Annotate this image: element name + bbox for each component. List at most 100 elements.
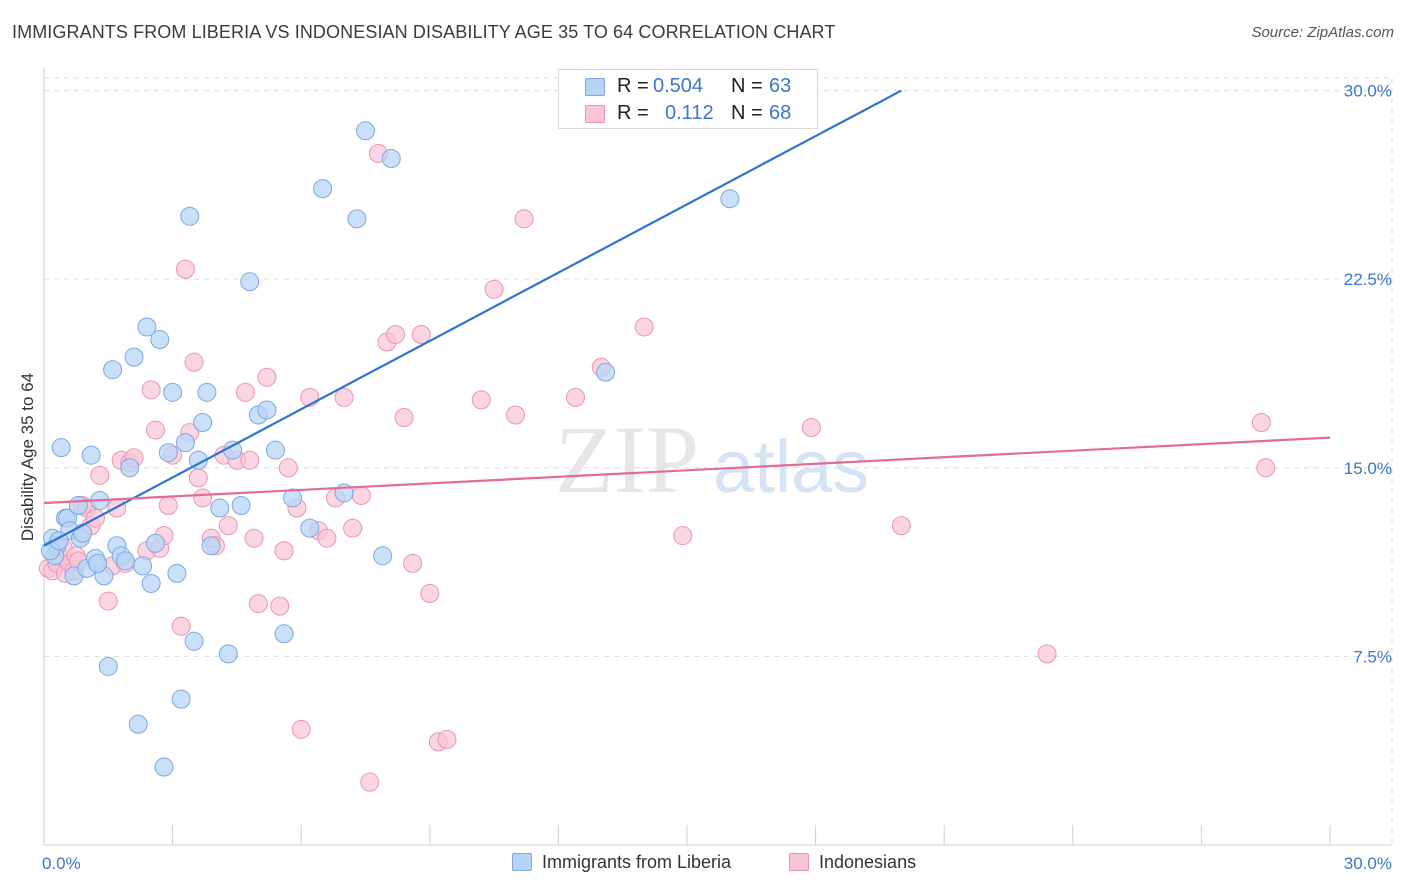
data-point-liberia bbox=[240, 272, 260, 292]
data-point-indonesian bbox=[141, 380, 161, 400]
bottom-legend-label-liberia: Immigrants from Liberia bbox=[542, 852, 732, 872]
legend-r-value: 0.504 bbox=[653, 75, 704, 97]
data-point-indonesian bbox=[188, 468, 208, 488]
data-point-indonesian bbox=[1256, 458, 1276, 478]
data-point-liberia bbox=[137, 317, 157, 337]
y-tick-label: 7.5% bbox=[1353, 647, 1392, 666]
data-point-liberia bbox=[171, 689, 191, 709]
legend-r-value: 0.112 bbox=[665, 102, 714, 124]
legend-swatch-indonesians bbox=[585, 105, 605, 123]
data-point-indonesian bbox=[278, 458, 298, 478]
data-point-indonesian bbox=[158, 496, 178, 516]
legend: R = 0.504 N = 63 R = 0.112 N = 68 bbox=[558, 69, 818, 129]
data-point-liberia bbox=[265, 440, 285, 460]
bottom-legend-swatch-indonesians bbox=[789, 853, 809, 871]
data-point-liberia bbox=[167, 563, 187, 583]
data-point-indonesian bbox=[514, 209, 534, 229]
data-point-liberia bbox=[150, 330, 170, 350]
data-point-liberia bbox=[175, 433, 195, 453]
x-tick-label: 0.0% bbox=[42, 854, 81, 873]
data-point-liberia bbox=[154, 757, 174, 777]
data-point-liberia bbox=[356, 121, 375, 141]
data-point-indonesian bbox=[334, 387, 354, 407]
data-point-indonesian bbox=[420, 584, 440, 604]
watermark: ZIP atlas bbox=[555, 406, 869, 513]
y-tick-label: 22.5% bbox=[1344, 270, 1392, 289]
legend-n-value: 63 bbox=[769, 75, 792, 97]
data-point-indonesian bbox=[403, 553, 423, 573]
y-axis-label: Disability Age 35 to 64 bbox=[18, 372, 37, 542]
data-point-liberia bbox=[73, 523, 93, 543]
data-point-indonesian bbox=[274, 541, 294, 561]
data-point-liberia bbox=[300, 518, 320, 538]
legend-n-label: N = bbox=[731, 102, 763, 124]
data-point-liberia bbox=[51, 438, 71, 458]
data-point-liberia bbox=[158, 443, 178, 463]
data-point-liberia bbox=[120, 458, 140, 478]
data-point-liberia bbox=[313, 179, 333, 199]
data-point-liberia bbox=[274, 624, 294, 644]
chart-source: Source: ZipAtlas.com bbox=[1251, 24, 1394, 41]
data-point-indonesian bbox=[248, 594, 268, 614]
data-point-indonesian bbox=[171, 616, 191, 636]
data-point-indonesian bbox=[343, 518, 363, 538]
data-point-indonesian bbox=[351, 485, 371, 505]
data-point-indonesian bbox=[471, 390, 491, 410]
data-point-indonesian bbox=[145, 420, 165, 440]
data-point-indonesian bbox=[317, 528, 337, 548]
data-point-liberia bbox=[720, 189, 740, 209]
x-tick-label: 30.0% bbox=[1344, 854, 1392, 873]
trend-line-indonesians bbox=[43, 436, 1331, 505]
data-point-indonesian bbox=[394, 407, 414, 427]
data-point-liberia bbox=[210, 498, 230, 518]
data-point-indonesian bbox=[98, 591, 118, 611]
axes bbox=[43, 68, 1392, 846]
gridlines bbox=[44, 77, 1393, 845]
data-point-liberia bbox=[201, 536, 221, 556]
data-point-indonesian bbox=[235, 382, 255, 402]
data-point-indonesian bbox=[1251, 413, 1271, 433]
data-point-indonesian bbox=[1037, 644, 1057, 664]
data-point-liberia bbox=[193, 413, 213, 433]
data-point-indonesian bbox=[175, 259, 195, 279]
data-point-liberia bbox=[115, 551, 135, 571]
data-point-liberia bbox=[197, 382, 217, 402]
data-point-indonesian bbox=[673, 526, 693, 546]
legend-n-value: 68 bbox=[769, 102, 792, 124]
data-point-liberia bbox=[184, 631, 204, 651]
bottom-legend-swatch-liberia bbox=[512, 853, 532, 871]
data-point-liberia bbox=[145, 533, 165, 553]
data-point-indonesian bbox=[801, 418, 821, 438]
trend-lines bbox=[43, 89, 1331, 547]
data-point-indonesian bbox=[411, 325, 431, 345]
y-tick-label: 15.0% bbox=[1344, 459, 1392, 478]
data-point-liberia bbox=[231, 496, 251, 516]
data-point-indonesian bbox=[891, 516, 911, 536]
data-point-liberia bbox=[180, 206, 200, 226]
data-point-liberia bbox=[124, 347, 144, 367]
data-point-liberia bbox=[163, 382, 183, 402]
data-point-liberia bbox=[98, 656, 118, 676]
data-point-liberia bbox=[596, 362, 616, 382]
data-point-liberia bbox=[381, 148, 401, 168]
bottom-legend-indonesians: Indonesians bbox=[789, 852, 916, 873]
data-point-liberia bbox=[257, 400, 277, 420]
data-point-liberia bbox=[373, 546, 393, 566]
data-point-indonesian bbox=[360, 772, 380, 792]
data-point-liberia bbox=[68, 496, 88, 516]
data-point-liberia bbox=[133, 556, 153, 576]
data-point-indonesian bbox=[270, 596, 290, 616]
legend-swatch-liberia bbox=[585, 78, 605, 96]
data-point-indonesian bbox=[257, 367, 277, 387]
watermark-atlas: atlas bbox=[713, 425, 869, 508]
data-point-indonesian bbox=[184, 352, 204, 372]
watermark-zip: ZIP bbox=[555, 406, 699, 513]
data-point-indonesian bbox=[218, 516, 238, 536]
data-point-indonesian bbox=[90, 465, 110, 485]
data-point-liberia bbox=[218, 644, 238, 664]
legend-r-label: R = bbox=[617, 75, 649, 97]
data-point-liberia bbox=[103, 360, 123, 380]
legend-r-label: R = bbox=[617, 102, 649, 124]
data-point-liberia bbox=[88, 553, 108, 573]
data-point-liberia bbox=[128, 714, 148, 734]
